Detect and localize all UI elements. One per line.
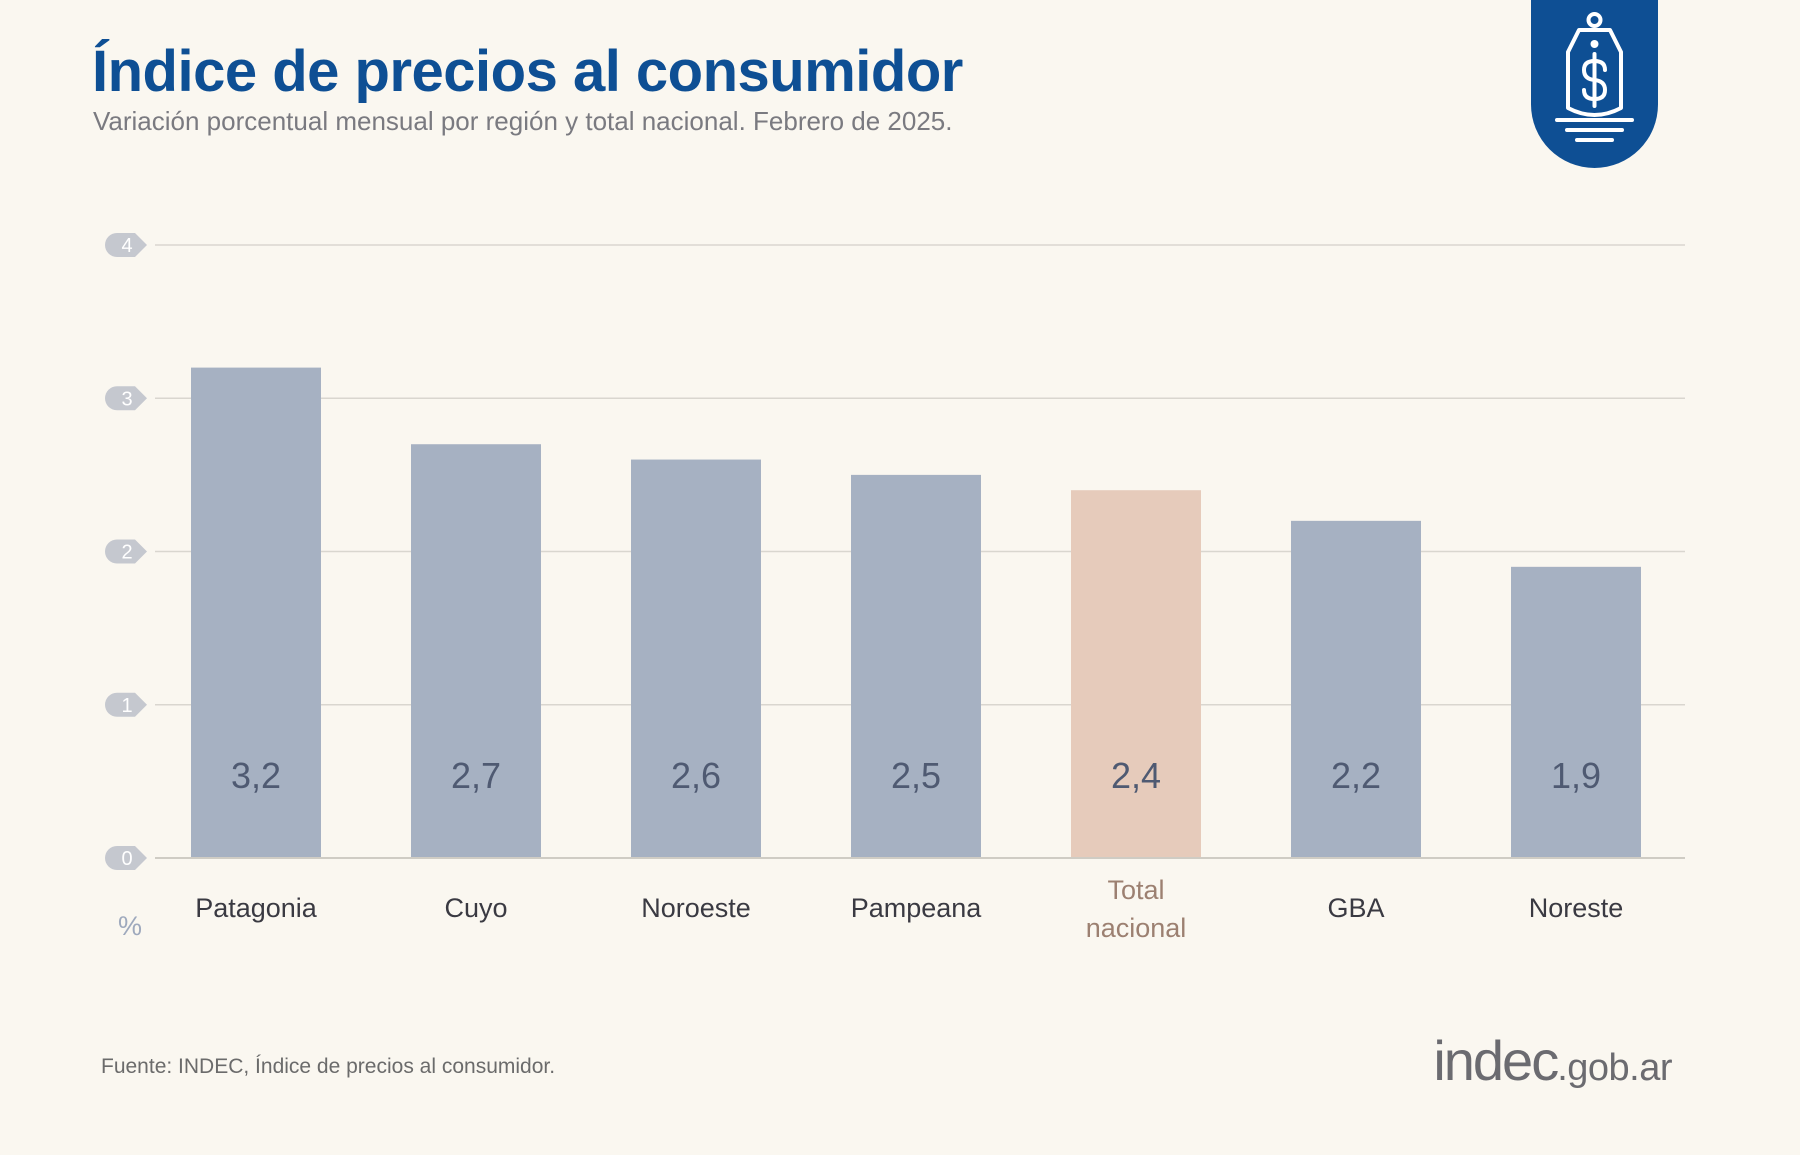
bar [1291,520,1421,858]
logo-main-text: indec [1433,1029,1559,1092]
source-note: Fuente: INDEC, Índice de precios al cons… [101,1055,556,1078]
x-category-label: Cuyo [444,893,507,923]
bar-value-label: 2,2 [1331,755,1381,796]
page-subtitle: Variación porcentual mensual por región … [93,106,953,136]
x-category-label: Pampeana [851,893,983,923]
x-category-label: Total nacional [1086,875,1187,943]
bar [191,367,321,858]
y-tick-marker [105,846,147,870]
bar [1071,490,1201,858]
unit-label: % [118,911,142,941]
bar-value-label: 2,5 [891,755,941,796]
price-tag-badge [1531,0,1658,168]
bar-value-label: 1,9 [1551,755,1601,796]
y-tick-marker [105,386,147,411]
x-category-label: Noreste [1529,893,1624,923]
y-tick-label: 3 [121,388,132,410]
y-tick-label: 1 [121,695,132,717]
x-category-label: Noroeste [641,893,751,923]
bar [1511,566,1641,858]
y-tick-label: 2 [121,542,132,564]
y-tick-label: 4 [121,235,132,257]
y-tick-marker [105,233,147,257]
price-tag-dollar-icon [1555,12,1634,142]
bar-value-label: 2,7 [451,755,501,796]
logo-domain-text: .gob.ar [1557,1047,1672,1089]
y-tick-marker [105,539,147,564]
x-category-label: Patagonia [195,893,318,923]
bar-value-label: 3,2 [231,755,281,796]
x-category-label: GBA [1327,893,1384,923]
indec-logo: indec.gob.ar [1433,1028,1672,1093]
bar-value-label: 2,6 [671,755,721,796]
bar [631,459,761,858]
page-title: Índice de precios al consumidor [92,39,963,104]
bar-value-label: 2,4 [1111,755,1161,796]
y-tick-label: 0 [121,848,132,870]
bar-chart: 0 1 2 3 4 3,2 Patagonia 2,7 Cuyo 2,6 Noroeste 2,5 Pa… [105,233,1685,943]
bar [851,474,981,858]
y-tick-marker [105,692,147,717]
bar [411,444,541,858]
